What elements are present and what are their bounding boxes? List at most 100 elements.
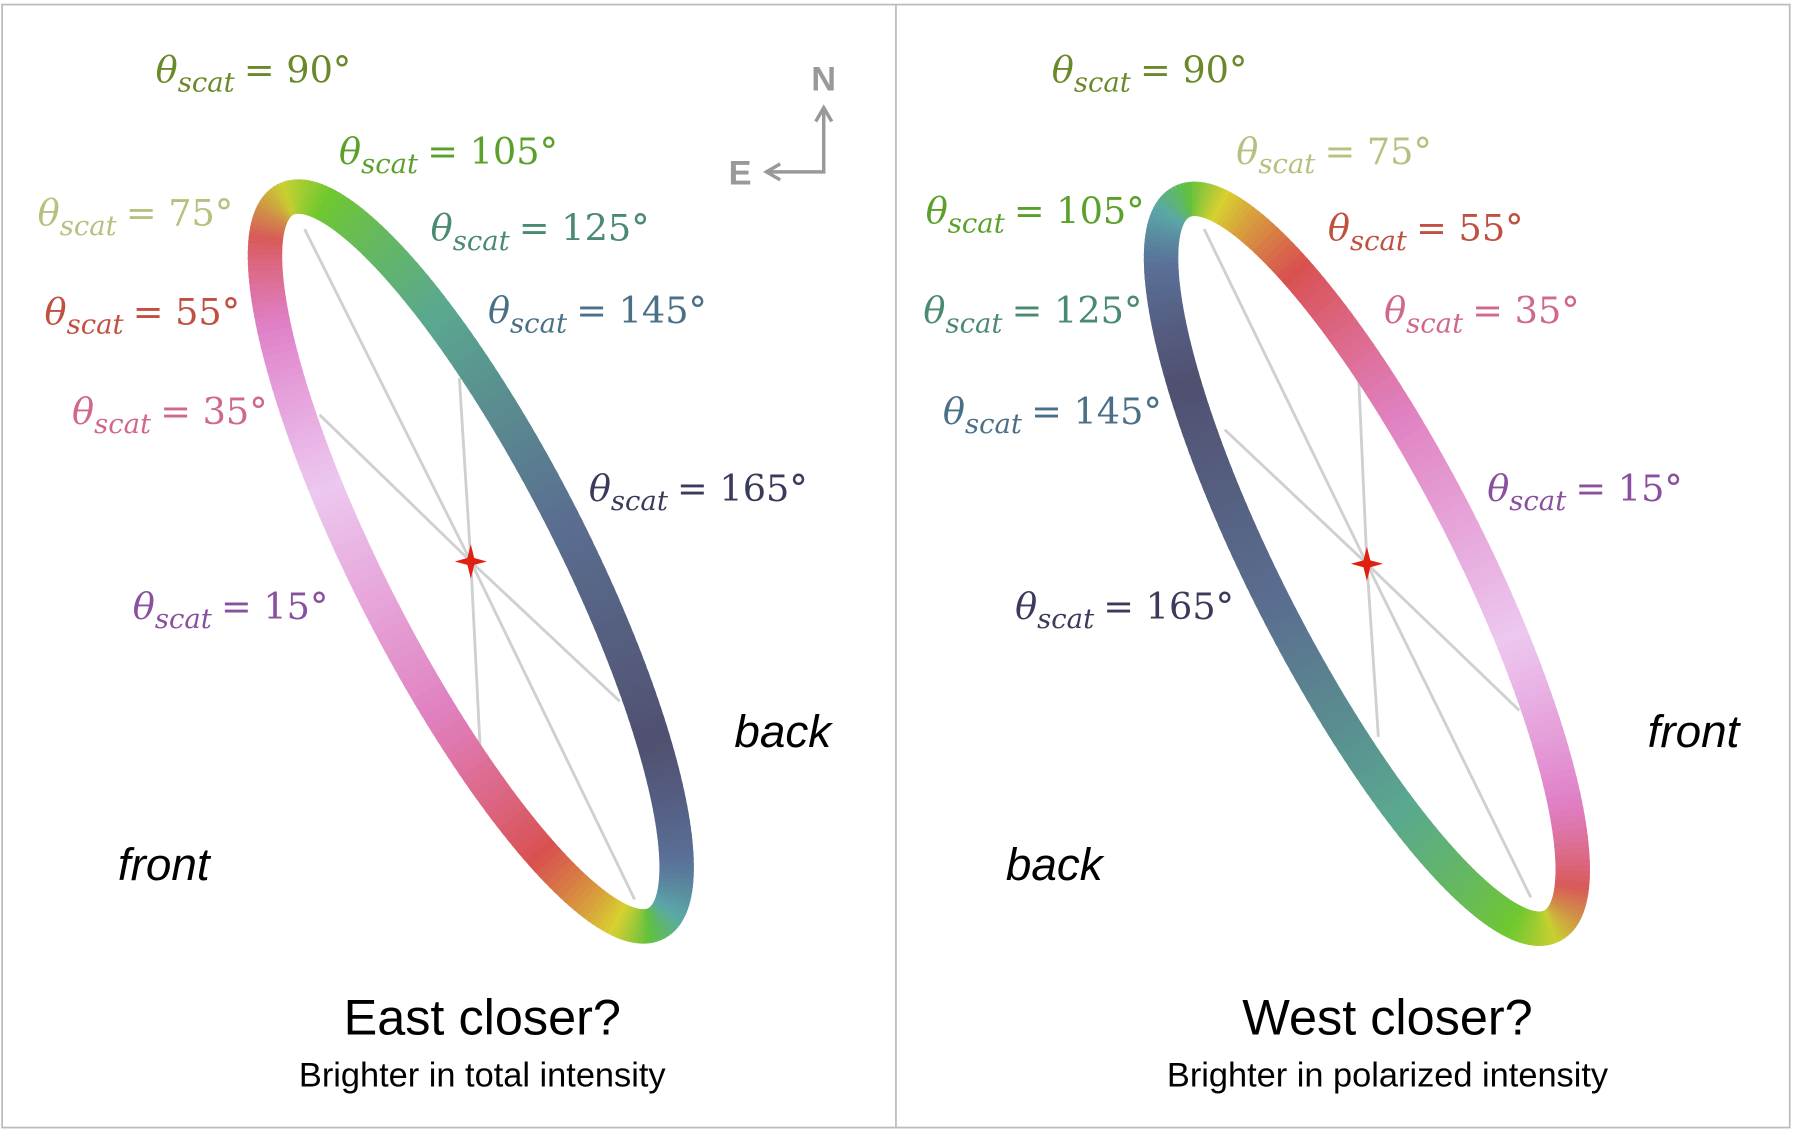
spoke [318, 413, 472, 563]
near-label: front [118, 839, 212, 890]
angle-label: θscat = 35° [1384, 289, 1580, 339]
angle-label: θscat = 15° [1487, 467, 1683, 517]
subscript: scat [510, 307, 568, 339]
spoke [1365, 563, 1533, 898]
ring-segment [1171, 185, 1192, 219]
subscript: scat [948, 208, 1006, 240]
angle-value: = 35° [160, 390, 267, 433]
panel-title: West closer? [1242, 989, 1532, 1046]
panel-subtitle: Brighter in polarized intensity [1167, 1056, 1609, 1094]
theta: θ [943, 390, 965, 433]
far-label: back [1006, 839, 1105, 890]
near-label: front [1648, 706, 1742, 757]
theta: θ [45, 290, 67, 333]
subscript: scat [361, 148, 419, 180]
angle-label: θscat = 125° [923, 289, 1142, 339]
spoke [469, 561, 482, 745]
subscript: scat [611, 485, 669, 517]
spoke [1223, 428, 1368, 565]
ring-segment [275, 183, 296, 216]
theta: θ [339, 130, 361, 173]
angle-label: θscat = 90° [156, 49, 352, 99]
angle-value: = 90° [244, 49, 351, 92]
panel-title: East closer? [344, 989, 621, 1046]
angle-value: = 145° [576, 289, 707, 332]
theta: θ [488, 289, 510, 332]
subscript: scat [1350, 225, 1408, 257]
compass-north: N [811, 61, 836, 99]
spoke [469, 560, 636, 901]
spoke [1357, 381, 1369, 564]
theta: θ [1015, 585, 1037, 628]
subscript: scat [453, 225, 511, 257]
subscript: scat [1037, 603, 1095, 635]
angle-value: = 125° [1012, 289, 1143, 332]
angle-label: θscat = 35° [72, 390, 268, 440]
spoke [1365, 563, 1380, 737]
angle-label: θscat = 165° [1015, 585, 1234, 635]
panel: θscat = 90°θscat = 105°θscat = 75° θscat = 12… [38, 49, 834, 1095]
angle-label: θscat = 165° [589, 467, 808, 517]
angle-label: θscat = 75° [38, 192, 234, 242]
angle-label: θscat = 145° [488, 289, 707, 339]
theta: θ [133, 585, 155, 628]
angle-label: θscat = 55° [1328, 207, 1524, 257]
angle-value: = 145° [1031, 390, 1162, 433]
subscript: scat [67, 308, 125, 340]
subscript: scat [1509, 485, 1567, 517]
angle-value: = 35° [1472, 289, 1579, 332]
spoke [457, 378, 473, 562]
theta: θ [156, 49, 178, 92]
panel-subtitle: Brighter in total intensity [299, 1056, 666, 1094]
theta: θ [923, 289, 945, 332]
ring [247, 179, 694, 944]
theta: θ [926, 189, 948, 232]
angle-value: = 105° [427, 130, 558, 173]
theta: θ [589, 467, 611, 510]
subscript: scat [60, 210, 118, 242]
angle-value: = 165° [1103, 585, 1234, 628]
subscript: scat [155, 603, 213, 635]
angle-value: = 55° [133, 290, 240, 333]
subscript: scat [178, 67, 236, 99]
angle-label: θscat = 105° [339, 130, 558, 180]
subscript: scat [1406, 307, 1464, 339]
center-star [454, 544, 487, 579]
spoke [303, 228, 473, 563]
theta: θ [72, 390, 94, 433]
ring [1143, 181, 1590, 946]
compass: N E [729, 61, 837, 193]
theta: θ [1236, 130, 1258, 173]
angle-value: = 105° [1014, 189, 1145, 232]
theta: θ [1384, 289, 1406, 332]
angle-value: = 55° [1416, 207, 1523, 250]
panel: θscat = 90°θscat = 75°θscat = 105° θscat = 55… [923, 49, 1741, 1095]
angle-label: θscat = 55° [45, 290, 241, 340]
subscript: scat [94, 408, 152, 440]
theta: θ [1052, 49, 1074, 92]
spoke [469, 560, 621, 703]
theta: θ [1487, 467, 1509, 510]
theta: θ [1328, 207, 1350, 250]
center-star [1350, 546, 1383, 581]
subscript: scat [1258, 148, 1316, 180]
angle-value: = 15° [221, 585, 328, 628]
far-label: back [734, 706, 833, 757]
angle-label: θscat = 15° [133, 585, 329, 635]
angle-value: = 90° [1140, 49, 1247, 92]
angle-label: θscat = 105° [926, 189, 1145, 239]
theta: θ [38, 192, 60, 235]
angle-label: θscat = 90° [1052, 49, 1248, 99]
angle-value: = 15° [1575, 467, 1682, 510]
angle-value: = 165° [677, 467, 808, 510]
angle-label: θscat = 125° [431, 207, 650, 257]
subscript: scat [1074, 67, 1132, 99]
subscript: scat [946, 307, 1004, 339]
angle-label: θscat = 145° [943, 390, 1162, 440]
subscript: scat [965, 408, 1023, 440]
spoke [1202, 228, 1369, 565]
angle-value: = 75° [1324, 130, 1431, 173]
angle-value: = 125° [519, 207, 650, 250]
angle-label: θscat = 75° [1236, 130, 1432, 180]
